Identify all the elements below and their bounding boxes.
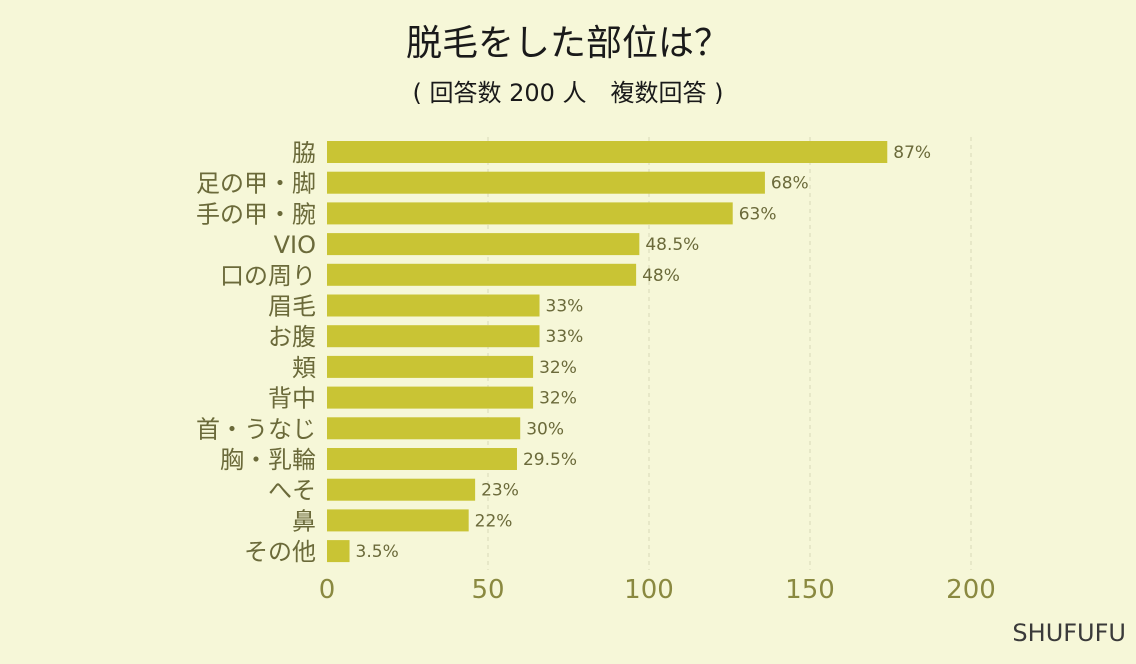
bar — [327, 325, 540, 348]
bar — [327, 171, 765, 194]
x-axis-ticks: 0 50 100 150 200 — [319, 575, 996, 605]
bar — [327, 417, 521, 440]
category-label: へそ — [268, 477, 316, 505]
category-label: 脇 — [292, 139, 316, 167]
chart-subtitle: ( 回答数 200 人 複数回答 ) — [412, 79, 723, 107]
bar — [327, 478, 476, 501]
x-tick-label: 50 — [471, 575, 504, 605]
value-label: 23% — [481, 481, 519, 501]
value-label: 87% — [893, 143, 931, 163]
value-label: 30% — [526, 419, 564, 439]
category-label: 口の周り — [220, 262, 316, 290]
category-label: VIO — [274, 231, 316, 259]
value-label: 63% — [739, 204, 777, 224]
bar — [327, 509, 469, 532]
value-label: 22% — [475, 511, 513, 531]
chart-title: 脱毛をした部位は？ — [406, 23, 730, 64]
credit-text: SHUFUFU — [1012, 619, 1126, 647]
category-label: その他 — [244, 538, 316, 566]
x-tick-label: 200 — [946, 575, 996, 605]
category-label: 胸・乳輪 — [220, 446, 316, 474]
x-tick-label: 100 — [624, 575, 674, 605]
category-label: 鼻 — [292, 507, 316, 535]
category-label: 足の甲・脚 — [196, 170, 316, 198]
value-label: 32% — [539, 358, 577, 378]
grid-lines — [487, 137, 972, 570]
value-labels: 87% 68% 63% 48.5% 48% 33% 33% 32% 32% 30% 29.5%23%… — [356, 143, 932, 562]
value-label: 32% — [539, 389, 577, 409]
bar — [327, 386, 534, 409]
bar — [327, 202, 733, 225]
value-label: 48% — [642, 266, 680, 286]
category-label: 手の甲・腕 — [196, 200, 316, 228]
bar — [327, 355, 534, 378]
value-label: 3.5% — [356, 542, 399, 562]
bar — [327, 233, 640, 256]
value-label: 29.5% — [523, 450, 577, 470]
x-tick-label: 0 — [319, 575, 336, 605]
bar — [327, 263, 637, 286]
bar — [327, 540, 350, 563]
value-label: 33% — [546, 327, 584, 347]
value-label: 48.5% — [645, 235, 699, 255]
bar — [327, 448, 517, 470]
category-label: お腹 — [268, 323, 316, 351]
category-label: 首・うなじ — [196, 415, 316, 443]
value-label: 68% — [771, 174, 809, 194]
category-label: 眉毛 — [268, 293, 316, 321]
value-label: 33% — [546, 297, 584, 317]
category-label: 背中 — [268, 385, 316, 413]
bars — [327, 141, 888, 563]
category-label: 頬 — [292, 354, 316, 382]
x-tick-label: 150 — [785, 575, 835, 605]
bar — [327, 141, 888, 163]
bar — [327, 294, 540, 317]
